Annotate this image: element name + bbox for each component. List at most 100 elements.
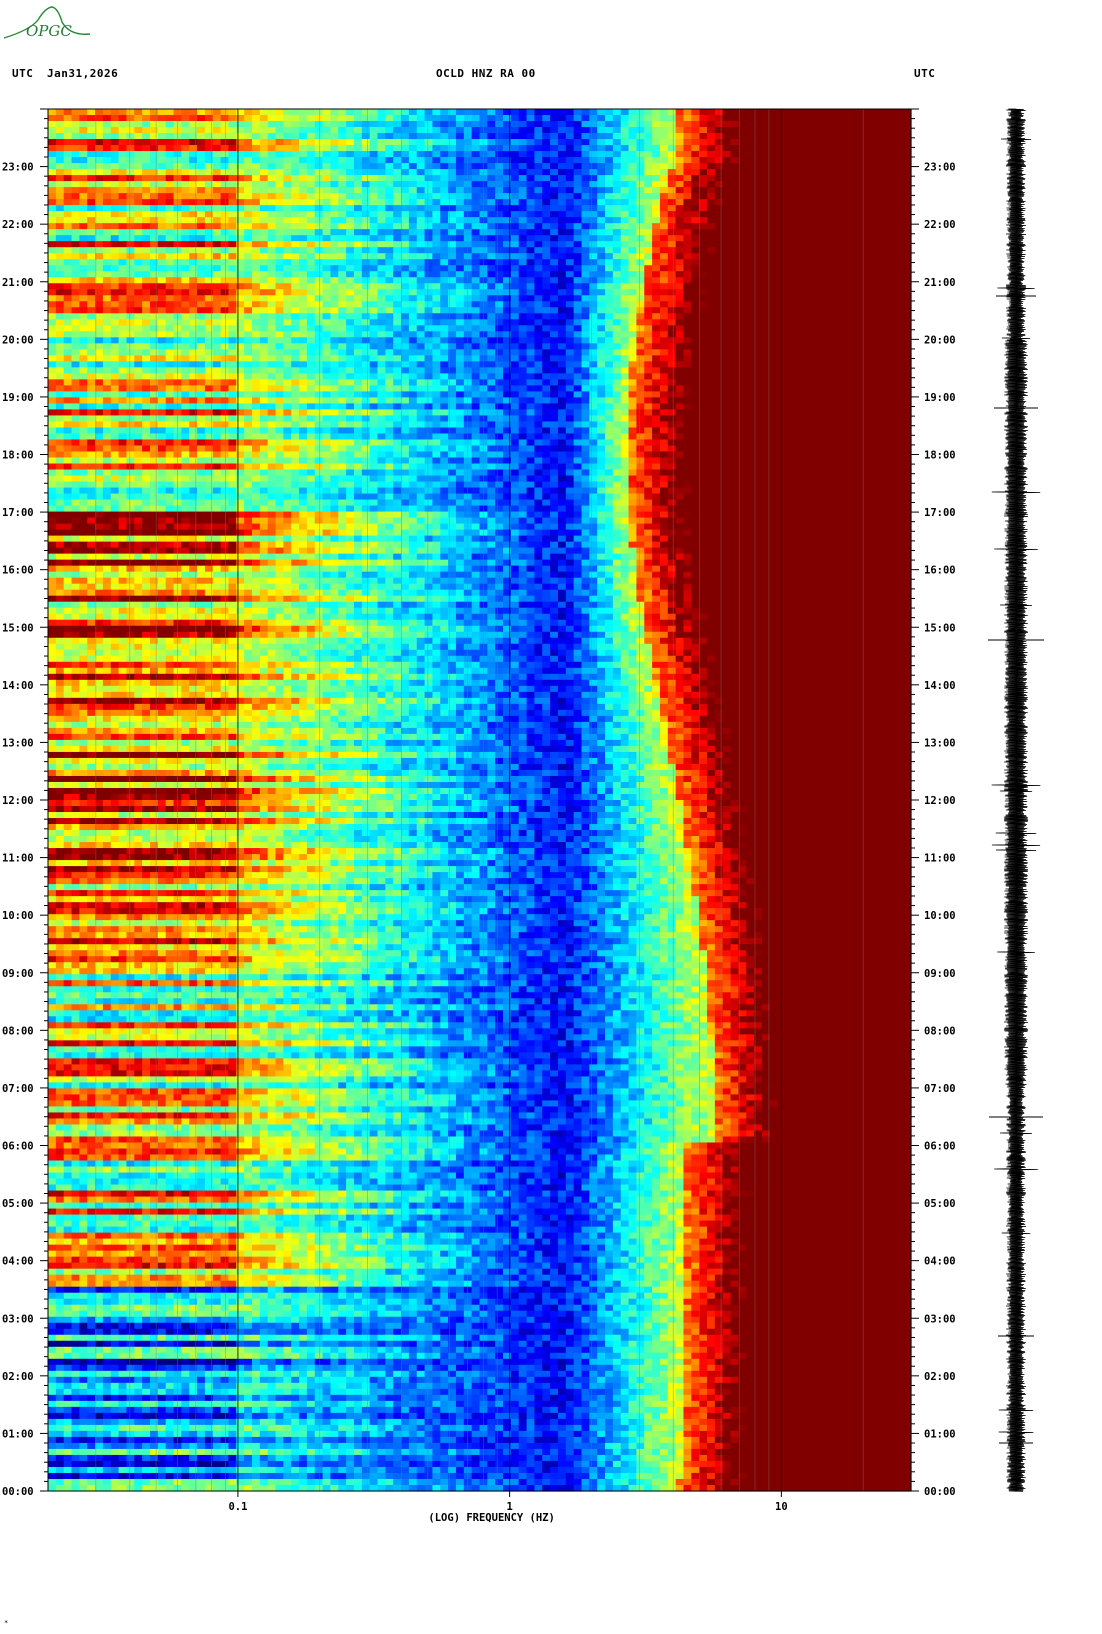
spectrogram-cell <box>181 217 189 224</box>
spectrogram-cell <box>817 205 825 212</box>
spectrogram-cell <box>660 307 668 314</box>
spectrogram-cell <box>189 139 197 146</box>
spectrogram-cell <box>833 307 841 314</box>
spectrogram-cell <box>244 121 252 128</box>
spectrogram-cell <box>87 109 95 116</box>
spectrogram-cell <box>244 241 252 248</box>
spectrogram-cell <box>723 169 731 176</box>
spectrogram-cell <box>527 361 535 368</box>
spectrogram-cell <box>228 343 236 350</box>
spectrogram-cell <box>221 253 229 260</box>
spectrogram-cell <box>323 229 331 236</box>
spectrogram-cell <box>95 253 103 260</box>
spectrogram-cell <box>401 343 409 350</box>
spectrogram-cell <box>283 295 291 302</box>
spectrogram-cell <box>636 319 644 326</box>
spectrogram-cell <box>385 235 393 242</box>
spectrogram-cell <box>793 313 801 320</box>
spectrogram-cell <box>393 121 401 128</box>
spectrogram-cell <box>189 205 197 212</box>
spectrogram-cell <box>276 295 284 302</box>
spectrogram-cell <box>872 289 880 296</box>
spectrogram-cell <box>480 265 488 272</box>
spectrogram-cell <box>738 187 746 194</box>
spectrogram-cell <box>801 289 809 296</box>
spectrogram-cell <box>793 343 801 350</box>
spectrogram-cell <box>738 337 746 344</box>
spectrogram-cell <box>629 133 637 140</box>
spectrogram-cell <box>503 157 511 164</box>
spectrogram-cell <box>746 289 754 296</box>
spectrogram-cell <box>731 325 739 332</box>
spectrogram-cell <box>715 361 723 368</box>
spectrogram-cell <box>534 109 542 116</box>
spectrogram-cell <box>393 283 401 290</box>
spectrogram-cell <box>440 259 448 266</box>
spectrogram-cell <box>362 379 370 386</box>
spectrogram-cell <box>613 361 621 368</box>
spectrogram-cell <box>417 361 425 368</box>
spectrogram-cell <box>307 337 315 344</box>
spectrogram-cell <box>605 193 613 200</box>
spectrogram-cell <box>142 247 150 254</box>
spectrogram-cell <box>119 217 127 224</box>
spectrogram-cell <box>252 139 260 146</box>
spectrogram-cell <box>880 217 888 224</box>
spectrogram-cell <box>150 337 158 344</box>
spectrogram-cell <box>825 307 833 314</box>
spectrogram-cell <box>833 235 841 242</box>
spectrogram-cell <box>244 169 252 176</box>
spectrogram-cell <box>715 283 723 290</box>
spectrogram-cell <box>660 229 668 236</box>
spectrogram-cell <box>527 355 535 362</box>
spectrogram-cell <box>181 127 189 134</box>
spectrogram-cell <box>840 331 848 338</box>
spectrogram-cell <box>731 175 739 182</box>
spectrogram-cell <box>691 325 699 332</box>
spectrogram-cell <box>189 265 197 272</box>
spectrogram-cell <box>401 109 409 116</box>
spectrogram-cell <box>550 229 558 236</box>
spectrogram-cell <box>676 217 684 224</box>
spectrogram-cell <box>126 127 134 134</box>
spectrogram-cell <box>307 349 315 356</box>
spectrogram-cell <box>581 181 589 188</box>
spectrogram-cell <box>409 361 417 368</box>
spectrogram-cell <box>707 319 715 326</box>
spectrogram-cell <box>699 349 707 356</box>
spectrogram-cell <box>770 361 778 368</box>
spectrogram-cell <box>378 295 386 302</box>
spectrogram-cell <box>840 373 848 380</box>
spectrogram-cell <box>166 187 174 194</box>
spectrogram-cell <box>848 253 856 260</box>
spectrogram-cell <box>574 367 582 374</box>
spectrogram-cell <box>119 277 127 284</box>
spectrogram-cell <box>134 139 142 146</box>
spectrogram-cell <box>299 265 307 272</box>
spectrogram-cell <box>166 247 174 254</box>
spectrogram-cell <box>566 283 574 290</box>
spectrogram-cell <box>581 343 589 350</box>
spectrogram-cell <box>456 199 464 206</box>
spectrogram-cell <box>79 163 87 170</box>
spectrogram-cell <box>276 319 284 326</box>
spectrogram-cell <box>527 163 535 170</box>
spectrogram-cell <box>87 373 95 380</box>
spectrogram-cell <box>72 223 80 230</box>
spectrogram-cell <box>111 121 119 128</box>
spectrogram-cell <box>691 217 699 224</box>
spectrogram-cell <box>252 253 260 260</box>
spectrogram-cell <box>550 187 558 194</box>
spectrogram-cell <box>87 217 95 224</box>
spectrogram-cell <box>432 355 440 362</box>
spectrogram-cell <box>150 205 158 212</box>
spectrogram-cell <box>464 307 472 314</box>
spectrogram-cell <box>260 283 268 290</box>
spectrogram-cell <box>307 217 315 224</box>
spectrogram-cell <box>746 331 754 338</box>
spectrogram-cell <box>409 367 417 374</box>
spectrogram-cell <box>793 223 801 230</box>
spectrogram-cell <box>126 217 134 224</box>
spectrogram-cell <box>895 229 903 236</box>
spectrogram-cell <box>307 187 315 194</box>
